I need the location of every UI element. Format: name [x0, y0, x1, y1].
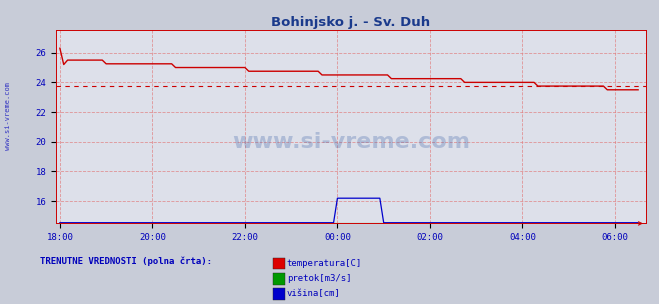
Text: temperatura[C]: temperatura[C]: [287, 259, 362, 268]
Text: pretok[m3/s]: pretok[m3/s]: [287, 275, 351, 283]
Text: www.si-vreme.com: www.si-vreme.com: [5, 81, 11, 150]
Text: TRENUTNE VREDNOSTI (polna črta):: TRENUTNE VREDNOSTI (polna črta):: [40, 257, 212, 267]
Text: www.si-vreme.com: www.si-vreme.com: [232, 132, 470, 152]
Text: višina[cm]: višina[cm]: [287, 290, 341, 299]
Title: Bohinjsko j. - Sv. Duh: Bohinjsko j. - Sv. Duh: [272, 16, 430, 29]
